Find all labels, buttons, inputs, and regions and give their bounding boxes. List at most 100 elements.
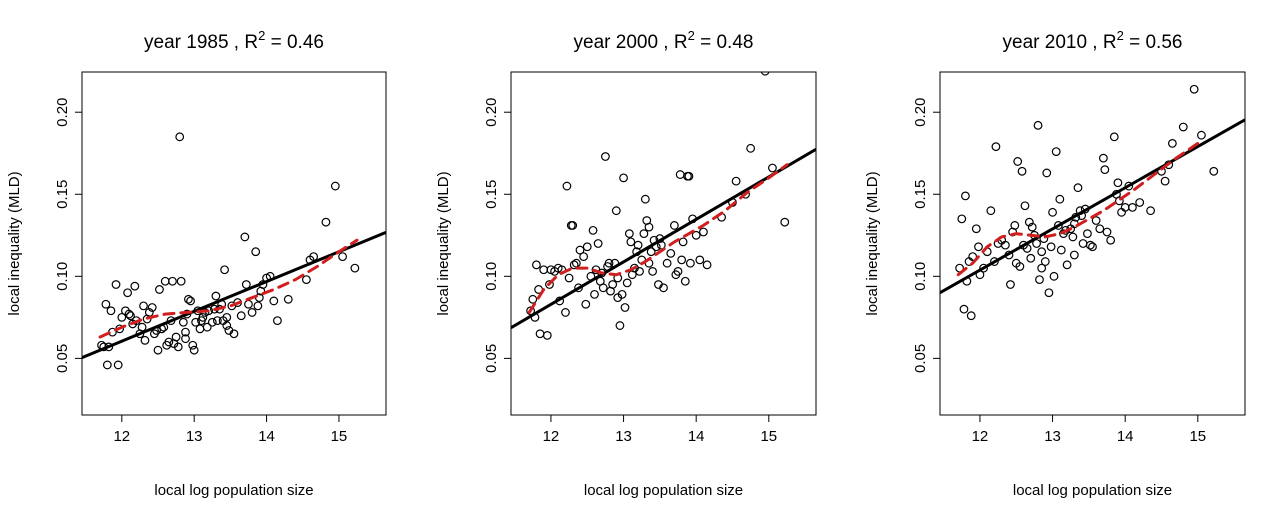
data-point bbox=[1006, 280, 1015, 289]
y-tick-label: 0.05 bbox=[483, 344, 500, 373]
data-point bbox=[619, 173, 628, 183]
data-point bbox=[1135, 198, 1145, 207]
data-point bbox=[155, 285, 164, 294]
data-point bbox=[1032, 239, 1041, 248]
smooth-trend-line bbox=[98, 238, 359, 339]
data-point bbox=[160, 276, 170, 286]
data-point bbox=[113, 360, 123, 370]
x-tick-label: 15 bbox=[760, 428, 777, 445]
data-point bbox=[198, 312, 208, 322]
data-point bbox=[648, 266, 658, 276]
data-point bbox=[301, 275, 311, 285]
data-point bbox=[677, 255, 687, 265]
data-point bbox=[966, 311, 976, 321]
data-point bbox=[240, 232, 250, 242]
data-point bbox=[673, 266, 683, 276]
data-point bbox=[959, 304, 969, 314]
data-point bbox=[979, 263, 988, 273]
data-point bbox=[273, 316, 282, 326]
data-point bbox=[568, 221, 578, 230]
data-point bbox=[678, 237, 688, 247]
data-point bbox=[178, 317, 188, 327]
data-point bbox=[571, 258, 581, 268]
data-point bbox=[124, 309, 134, 319]
chart-panel-3: year 2010 , R2 = 0.56 12 13 14 15 0.05 0.10 0.1… bbox=[864, 28, 1246, 499]
data-point bbox=[588, 225, 598, 235]
x-tick-label: 15 bbox=[1189, 428, 1206, 445]
data-point bbox=[1209, 166, 1219, 176]
data-point bbox=[1020, 201, 1030, 211]
chart-title: year 1985 , R2 = 0.46 bbox=[144, 28, 324, 53]
data-point bbox=[1128, 202, 1137, 212]
data-point bbox=[321, 217, 331, 227]
x-tick-label: 12 bbox=[113, 428, 130, 445]
x-tick-label: 13 bbox=[186, 428, 203, 445]
data-point bbox=[991, 142, 1001, 152]
x-axis-label: local log population size bbox=[1013, 482, 1172, 499]
data-point bbox=[1197, 130, 1206, 140]
data-point bbox=[601, 152, 610, 161]
data-point bbox=[191, 317, 201, 327]
plot-area bbox=[82, 132, 386, 370]
data-point bbox=[1069, 250, 1079, 260]
data-point bbox=[562, 181, 572, 191]
data-point bbox=[590, 289, 599, 299]
data-point bbox=[608, 280, 618, 289]
y-tick-label: 0.05 bbox=[912, 344, 929, 373]
data-point bbox=[102, 360, 112, 370]
data-point bbox=[662, 258, 672, 268]
data-point bbox=[593, 239, 603, 248]
data-point bbox=[1037, 263, 1047, 273]
x-tick-label: 13 bbox=[1044, 428, 1061, 445]
data-point bbox=[1189, 84, 1199, 94]
data-point bbox=[1017, 166, 1027, 176]
data-point bbox=[768, 163, 777, 173]
data-point bbox=[1049, 271, 1059, 281]
data-point bbox=[139, 301, 148, 311]
data-point bbox=[106, 306, 116, 316]
plot-area bbox=[511, 72, 816, 340]
data-point bbox=[181, 334, 190, 344]
data-point bbox=[1114, 196, 1124, 206]
data-point bbox=[598, 283, 608, 293]
data-point bbox=[126, 311, 135, 321]
data-point bbox=[283, 294, 293, 304]
x-tick-label: 12 bbox=[543, 428, 560, 445]
data-point bbox=[1083, 229, 1092, 239]
plot-area bbox=[940, 84, 1245, 321]
data-point bbox=[1098, 153, 1108, 163]
data-point bbox=[247, 308, 257, 317]
x-tick-label: 14 bbox=[258, 428, 275, 445]
data-point bbox=[330, 181, 340, 191]
data-point bbox=[176, 276, 186, 286]
data-point bbox=[1124, 181, 1134, 191]
data-point bbox=[1100, 165, 1110, 175]
data-point bbox=[147, 303, 157, 312]
data-point bbox=[532, 260, 541, 270]
data-point bbox=[1042, 168, 1052, 178]
data-point bbox=[971, 224, 981, 234]
chart-title-superscript: 2 bbox=[688, 28, 695, 43]
data-point bbox=[561, 308, 570, 317]
smooth-trend-line bbox=[527, 163, 789, 314]
data-point bbox=[1051, 147, 1061, 156]
data-point bbox=[1178, 122, 1188, 132]
data-point bbox=[691, 230, 701, 240]
data-point bbox=[130, 281, 140, 291]
data-point bbox=[1024, 217, 1034, 227]
data-point bbox=[545, 280, 554, 289]
data-point bbox=[236, 311, 246, 321]
regression-line bbox=[82, 230, 386, 359]
chart-panel-2: year 2000 , R2 = 0.48 12 13 14 15 0.05 0.10 0.1… bbox=[435, 28, 817, 499]
data-point bbox=[168, 276, 177, 286]
data-point bbox=[164, 337, 174, 347]
chart-title: year 2010 , R2 = 0.56 bbox=[1003, 28, 1183, 53]
x-tick-label: 13 bbox=[615, 428, 632, 445]
data-point bbox=[666, 248, 676, 258]
data-point bbox=[746, 143, 756, 153]
data-point bbox=[604, 258, 614, 268]
plot-frame bbox=[81, 71, 387, 416]
chart-title-prefix: year 2010 , R bbox=[1003, 32, 1117, 53]
y-tick-label: 0.10 bbox=[912, 262, 929, 291]
data-point bbox=[1044, 288, 1054, 298]
